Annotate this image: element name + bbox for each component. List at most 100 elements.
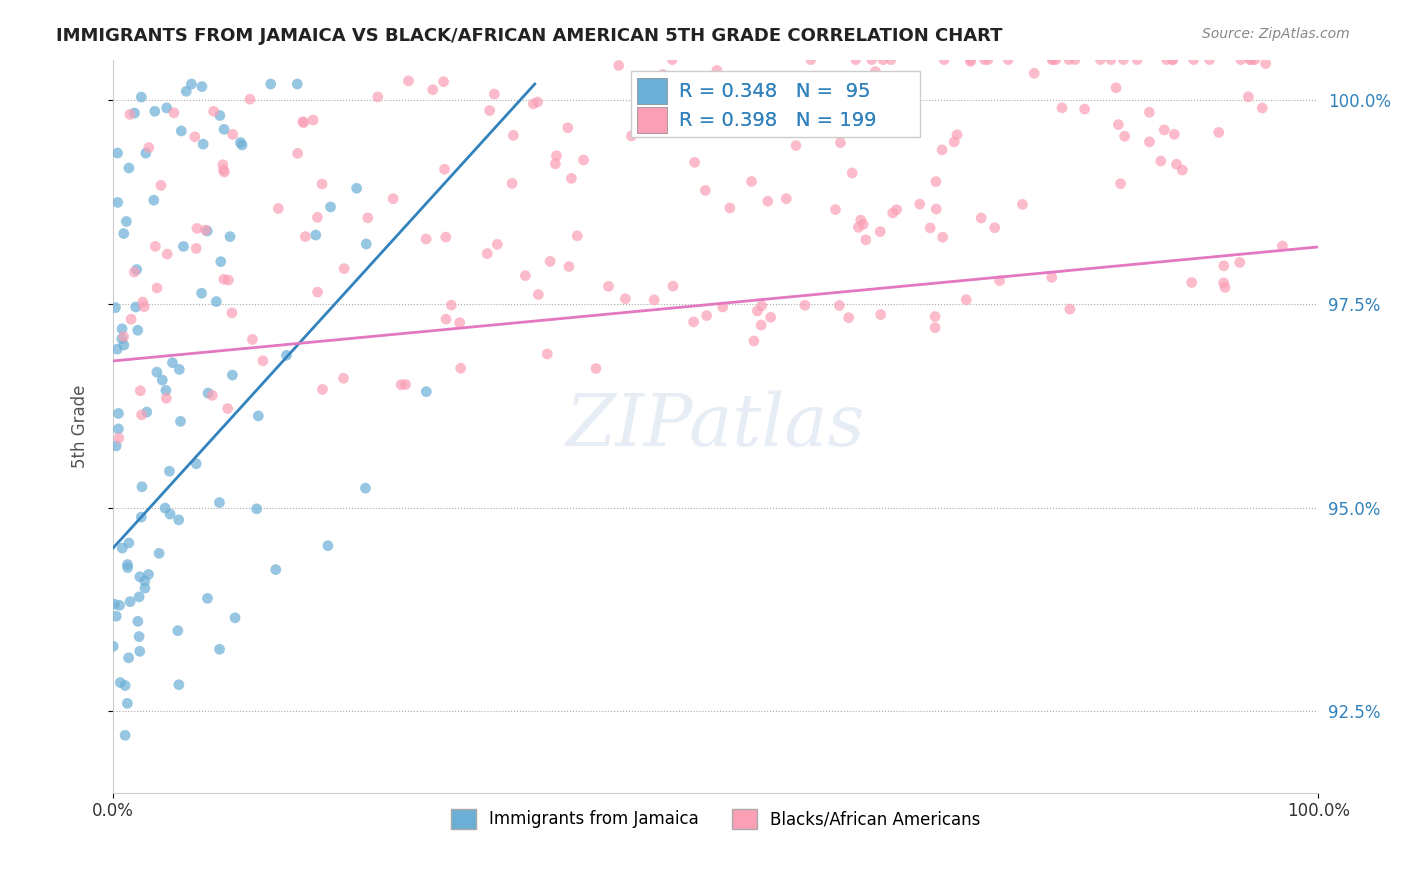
Point xyxy=(389,377,412,392)
Point xyxy=(127,615,149,629)
Point xyxy=(696,309,718,323)
Point xyxy=(112,329,135,343)
Point xyxy=(231,137,253,152)
FancyBboxPatch shape xyxy=(637,78,668,103)
Point xyxy=(252,354,274,368)
Point xyxy=(1212,259,1234,273)
Point xyxy=(114,678,136,692)
Point xyxy=(1139,135,1161,149)
Point xyxy=(661,53,683,67)
Point xyxy=(311,177,333,191)
Point xyxy=(872,53,894,67)
Point xyxy=(332,371,354,385)
Point xyxy=(128,590,150,604)
Point xyxy=(211,158,233,172)
Point xyxy=(1166,157,1188,171)
Point xyxy=(212,163,235,178)
Point xyxy=(247,409,270,423)
Point xyxy=(1198,53,1220,67)
Point xyxy=(229,136,252,150)
Point xyxy=(1064,53,1087,67)
Point xyxy=(129,384,152,398)
Point xyxy=(1237,89,1260,103)
Point xyxy=(115,214,138,228)
Point xyxy=(749,318,772,332)
Point xyxy=(114,728,136,742)
Point xyxy=(977,53,1000,67)
Point xyxy=(1107,118,1129,132)
Point xyxy=(172,239,194,253)
Point xyxy=(502,128,524,143)
Point xyxy=(149,178,172,193)
Point xyxy=(194,223,217,237)
Point xyxy=(208,108,231,122)
Point xyxy=(862,103,884,118)
Point xyxy=(970,211,993,225)
Point xyxy=(741,174,763,188)
Point xyxy=(1126,53,1149,67)
Point xyxy=(382,192,405,206)
Point xyxy=(212,272,235,286)
Point xyxy=(440,298,463,312)
Point xyxy=(190,286,212,301)
Point xyxy=(607,58,630,72)
Point xyxy=(695,183,717,197)
Point xyxy=(526,95,548,109)
Point xyxy=(398,74,420,88)
Point xyxy=(128,644,150,658)
Point xyxy=(117,558,139,572)
Point xyxy=(354,481,377,495)
Point xyxy=(117,650,139,665)
Point xyxy=(1163,128,1185,142)
Point xyxy=(186,457,208,471)
Point xyxy=(394,377,416,392)
Point xyxy=(1112,53,1135,67)
Point xyxy=(118,161,141,175)
Point xyxy=(432,75,454,89)
Point xyxy=(988,274,1011,288)
Point xyxy=(538,254,561,268)
Point xyxy=(316,539,339,553)
Point xyxy=(775,192,797,206)
Point xyxy=(1212,276,1234,290)
Point xyxy=(880,53,903,67)
Point xyxy=(1182,53,1205,67)
Point xyxy=(1042,53,1064,67)
Point xyxy=(107,146,129,161)
Point xyxy=(696,103,718,118)
Point xyxy=(1024,66,1046,80)
Point xyxy=(124,106,146,120)
Point xyxy=(105,439,128,453)
Point xyxy=(239,92,262,106)
Point xyxy=(869,308,891,322)
Point xyxy=(212,122,235,136)
Point xyxy=(849,213,872,227)
Point xyxy=(120,312,142,326)
Point xyxy=(208,642,231,657)
Point xyxy=(773,87,796,101)
Point xyxy=(925,202,948,216)
Point xyxy=(156,101,179,115)
Point xyxy=(1011,197,1033,211)
Point xyxy=(924,320,946,334)
Point xyxy=(558,260,581,274)
Point xyxy=(931,143,953,157)
Point xyxy=(1156,53,1178,67)
Point xyxy=(1181,276,1204,290)
Point xyxy=(643,293,665,307)
Point xyxy=(1073,102,1095,116)
Point xyxy=(150,373,173,387)
Point xyxy=(184,129,207,144)
Point xyxy=(128,630,150,644)
Point xyxy=(560,171,582,186)
Point xyxy=(167,678,190,692)
Point xyxy=(501,177,523,191)
Point xyxy=(117,560,139,574)
Point xyxy=(1153,123,1175,137)
Point xyxy=(118,536,141,550)
Point xyxy=(146,281,169,295)
Point xyxy=(730,123,752,137)
Point xyxy=(955,293,977,307)
Point xyxy=(134,300,156,314)
Point xyxy=(434,230,457,244)
